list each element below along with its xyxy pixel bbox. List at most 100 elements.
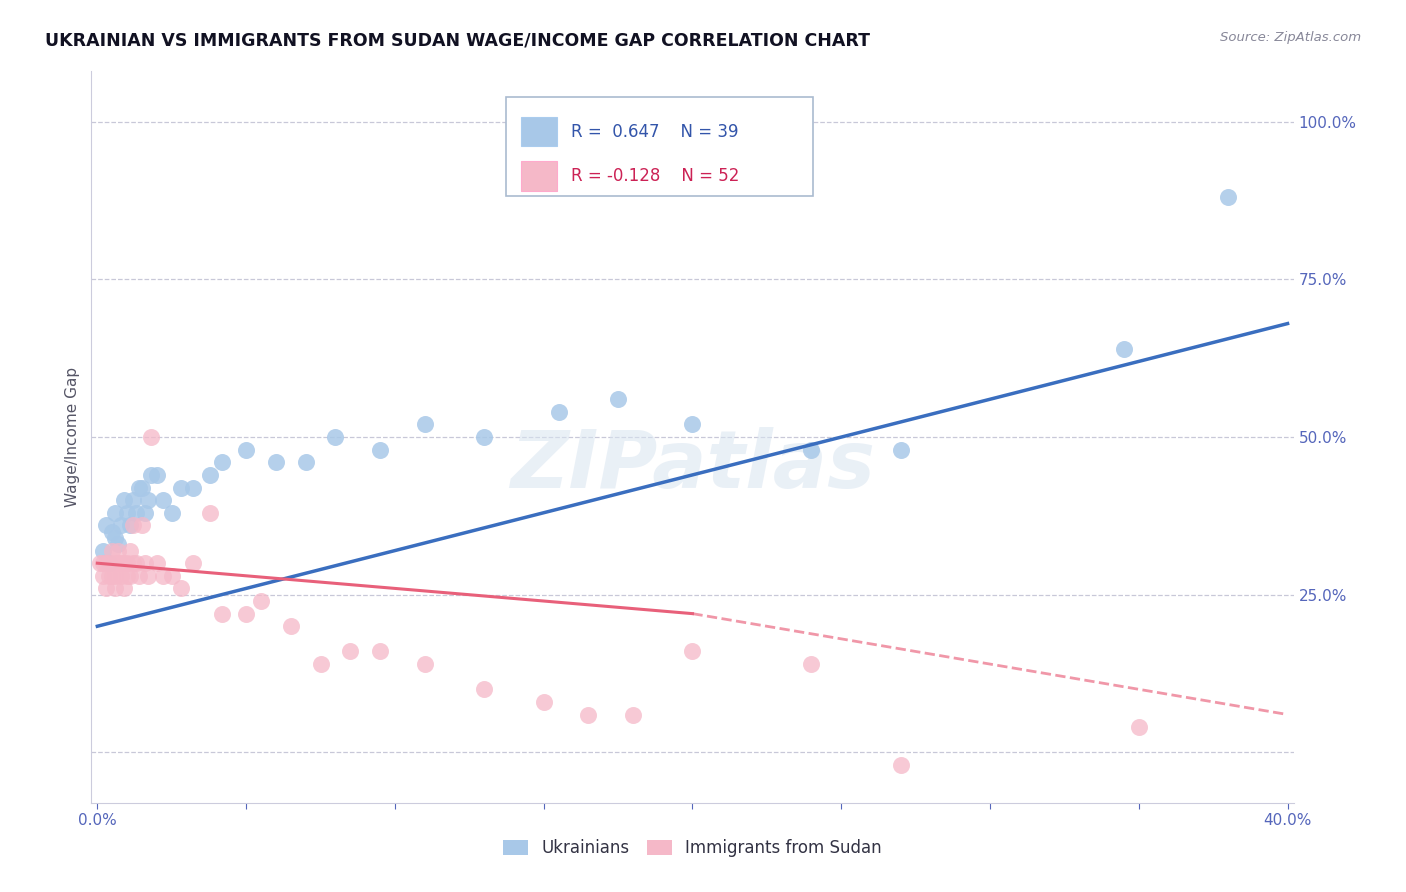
- Point: [131, 518, 153, 533]
- Point: [547, 405, 569, 419]
- Point: [160, 569, 183, 583]
- Y-axis label: Wage/Income Gap: Wage/Income Gap: [65, 367, 80, 508]
- Point: [134, 556, 156, 570]
- Point: [235, 442, 257, 457]
- Point: [96, 582, 118, 596]
- Point: [128, 481, 150, 495]
- Text: ZIPatlas: ZIPatlas: [510, 427, 875, 506]
- Point: [96, 556, 118, 570]
- Point: [235, 607, 257, 621]
- Point: [339, 644, 361, 658]
- Point: [136, 493, 159, 508]
- Legend: Ukrainians, Immigrants from Sudan: Ukrainians, Immigrants from Sudan: [496, 832, 889, 864]
- Point: [472, 682, 495, 697]
- Point: [325, 430, 347, 444]
- Point: [621, 707, 644, 722]
- Point: [368, 442, 391, 457]
- Point: [101, 543, 124, 558]
- Bar: [520, 161, 557, 191]
- Point: [280, 619, 302, 633]
- Point: [120, 518, 142, 533]
- Point: [576, 707, 599, 722]
- Point: [98, 556, 121, 570]
- Point: [134, 506, 156, 520]
- Point: [125, 556, 148, 570]
- Point: [91, 556, 114, 570]
- Point: [890, 758, 912, 772]
- Point: [112, 556, 135, 570]
- Point: [107, 543, 129, 558]
- Point: [681, 417, 703, 432]
- Text: UKRAINIAN VS IMMIGRANTS FROM SUDAN WAGE/INCOME GAP CORRELATION CHART: UKRAINIAN VS IMMIGRANTS FROM SUDAN WAGE/…: [45, 31, 870, 49]
- Point: [160, 506, 183, 520]
- Point: [146, 556, 169, 570]
- Point: [1216, 190, 1239, 204]
- Point: [91, 569, 114, 583]
- Point: [890, 442, 912, 457]
- Point: [1128, 720, 1150, 734]
- Point: [368, 644, 391, 658]
- Point: [139, 467, 162, 482]
- Point: [120, 569, 142, 583]
- Point: [146, 467, 169, 482]
- Point: [122, 493, 145, 508]
- Point: [136, 569, 159, 583]
- Point: [104, 531, 127, 545]
- Point: [607, 392, 630, 407]
- FancyBboxPatch shape: [506, 97, 813, 195]
- Point: [472, 430, 495, 444]
- Point: [200, 467, 222, 482]
- Point: [1112, 342, 1135, 356]
- Point: [152, 569, 174, 583]
- Text: R = -0.128    N = 52: R = -0.128 N = 52: [571, 167, 740, 185]
- Point: [211, 607, 233, 621]
- Point: [104, 582, 127, 596]
- Point: [264, 455, 287, 469]
- Point: [128, 569, 150, 583]
- Point: [122, 518, 145, 533]
- Point: [800, 442, 823, 457]
- Point: [125, 506, 148, 520]
- Point: [211, 455, 233, 469]
- Point: [110, 556, 132, 570]
- Point: [169, 582, 191, 596]
- Point: [110, 569, 132, 583]
- Point: [115, 506, 138, 520]
- Point: [200, 506, 222, 520]
- Text: Source: ZipAtlas.com: Source: ZipAtlas.com: [1220, 31, 1361, 45]
- Point: [152, 493, 174, 508]
- Point: [533, 695, 555, 709]
- Point: [120, 543, 142, 558]
- Point: [681, 644, 703, 658]
- Point: [139, 430, 162, 444]
- Point: [181, 556, 204, 570]
- Point: [115, 569, 138, 583]
- Point: [91, 543, 114, 558]
- Point: [107, 556, 129, 570]
- Point: [131, 481, 153, 495]
- Text: R =  0.647    N = 39: R = 0.647 N = 39: [571, 122, 738, 141]
- Point: [181, 481, 204, 495]
- Point: [98, 569, 121, 583]
- Point: [101, 569, 124, 583]
- Point: [98, 556, 121, 570]
- Point: [413, 657, 436, 671]
- Bar: [520, 117, 557, 146]
- Point: [104, 506, 127, 520]
- Point: [169, 481, 191, 495]
- Point: [89, 556, 111, 570]
- Point: [101, 524, 124, 539]
- Point: [115, 556, 138, 570]
- Point: [110, 518, 132, 533]
- Point: [112, 582, 135, 596]
- Point: [122, 556, 145, 570]
- Point: [413, 417, 436, 432]
- Point: [250, 594, 273, 608]
- Point: [96, 518, 118, 533]
- Point: [112, 493, 135, 508]
- Point: [104, 569, 127, 583]
- Point: [800, 657, 823, 671]
- Point: [107, 537, 129, 551]
- Point: [294, 455, 316, 469]
- Point: [309, 657, 332, 671]
